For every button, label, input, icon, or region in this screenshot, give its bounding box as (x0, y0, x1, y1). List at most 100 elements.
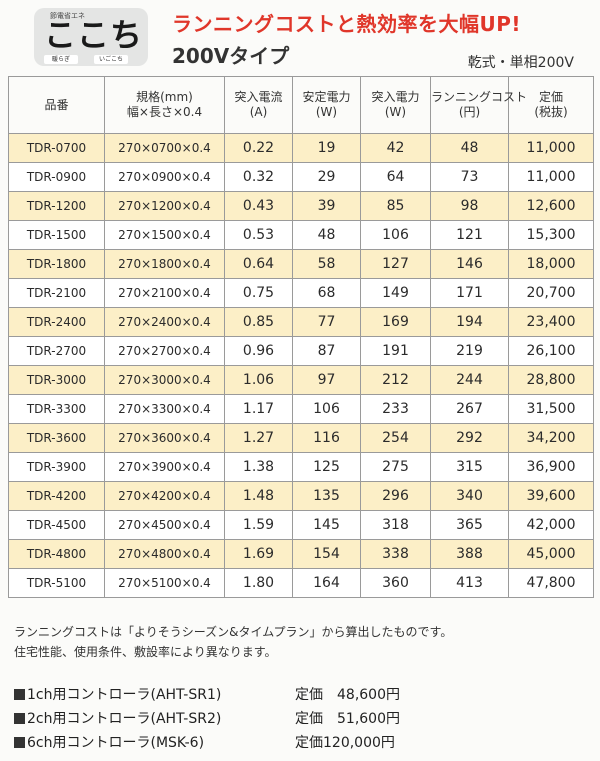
table-row: TDR-1800 270×1800×0.4 0.64 58 127 146 18,000 (8, 249, 594, 279)
table-cell: 1.27 (224, 423, 293, 453)
table-cell: 154 (292, 539, 361, 569)
table-cell: 106 (292, 394, 361, 424)
table-cell: 219 (430, 336, 509, 366)
table-cell: 270×1200×0.4 (104, 191, 225, 221)
square-bullet-icon (14, 713, 25, 724)
table-cell: 26,100 (508, 336, 594, 366)
price-table: 品番 規格(mm) 幅×長さ×0.4 突入電流 (A) 安定電力 (W) 突入電力 (W) ランニ… (8, 76, 594, 598)
table-body: TDR-0700 270×0700×0.4 0.22 19 42 48 11,000 TDR-… (8, 133, 594, 598)
table-cell: 233 (360, 394, 431, 424)
subhead: 200Vタイプ (172, 44, 290, 68)
table-cell: 270×0700×0.4 (104, 133, 225, 163)
product-code-cell: TDR-3000 (8, 365, 105, 395)
product-code-cell: TDR-5100 (8, 568, 105, 598)
controller-price: 定価120,000円 (295, 735, 395, 751)
product-code-cell: TDR-2400 (8, 307, 105, 337)
spec-label: 乾式・単相200V (467, 55, 574, 71)
table-cell: 149 (360, 278, 431, 308)
table-cell: 64 (360, 162, 431, 192)
table-cell: 292 (430, 423, 509, 453)
table-cell: 145 (292, 510, 361, 540)
table-cell: 11,000 (508, 133, 594, 163)
table-cell: 315 (430, 452, 509, 482)
column-header: 品番 (8, 76, 105, 134)
note-line: ランニングコストは「よりそうシーズン&タイムプラン」から算出したものです。 (14, 625, 453, 639)
table-cell: 1.69 (224, 539, 293, 569)
column-header-line: (A) (249, 105, 268, 119)
table-row: TDR-4800 270×4800×0.4 1.69 154 338 388 45,000 (8, 539, 594, 569)
table-cell: 0.32 (224, 162, 293, 192)
table-cell: 18,000 (508, 249, 594, 279)
table-cell: 36,900 (508, 452, 594, 482)
table-row: TDR-1500 270×1500×0.4 0.53 48 106 121 15,300 (8, 220, 594, 250)
table-cell: 267 (430, 394, 509, 424)
table-header-row: 品番 規格(mm) 幅×長さ×0.4 突入電流 (A) 安定電力 (W) 突入電力 (W) ランニ… (8, 76, 594, 134)
product-code-cell: TDR-4500 (8, 510, 105, 540)
table-row: TDR-4200 270×4200×0.4 1.48 135 296 340 39,600 (8, 481, 594, 511)
table-cell: 68 (292, 278, 361, 308)
table-cell: 0.43 (224, 191, 293, 221)
column-header: ランニングコスト (円) (430, 76, 527, 134)
table-cell: 15,300 (508, 220, 594, 250)
column-header-line: 規格(mm) (136, 90, 193, 104)
product-code-cell: TDR-4800 (8, 539, 105, 569)
table-cell: 1.06 (224, 365, 293, 395)
table-cell: 388 (430, 539, 509, 569)
column-header: 安定電力 (W) (292, 76, 361, 134)
controller-name: 6ch用コントローラ(MSK-6) (27, 735, 205, 751)
column-header-line: 品番 (44, 97, 69, 112)
table-cell: 28,800 (508, 365, 594, 395)
table-cell: 270×5100×0.4 (104, 568, 225, 598)
table-cell: 42 (360, 133, 431, 163)
table-cell: 270×0900×0.4 (104, 162, 225, 192)
table-cell: 87 (292, 336, 361, 366)
table-cell: 164 (292, 568, 361, 598)
table-cell: 270×1800×0.4 (104, 249, 225, 279)
table-cell: 48 (430, 133, 509, 163)
column-header-line: 定価 (538, 90, 563, 104)
square-bullet-icon (14, 689, 25, 700)
table-cell: 97 (292, 365, 361, 395)
controller-name: 2ch用コントローラ(AHT-SR2) (27, 711, 222, 727)
table-cell: 29 (292, 162, 361, 192)
table-cell: 296 (360, 481, 431, 511)
product-code-cell: TDR-1800 (8, 249, 105, 279)
table-cell: 1.48 (224, 481, 293, 511)
logo-main-text: ここち (44, 16, 144, 54)
headline: ランニングコストと熱効率を大幅UP! (172, 12, 522, 36)
product-code-cell: TDR-3300 (8, 394, 105, 424)
table-row: TDR-3900 270×3900×0.4 1.38 125 275 315 36,900 (8, 452, 594, 482)
table-cell: 20,700 (508, 278, 594, 308)
column-header-line: (W) (384, 105, 407, 119)
controller-item: 1ch用コントローラ(AHT-SR1) 定価 48,600円 (14, 683, 400, 707)
table-cell: 275 (360, 452, 431, 482)
table-row: TDR-5100 270×5100×0.4 1.80 164 360 413 47,800 (8, 568, 594, 598)
table-cell: 1.38 (224, 452, 293, 482)
notes: ランニングコストは「よりそうシーズン&タイムプラン」から算出したものです。 住宅… (14, 622, 452, 662)
product-code-cell: TDR-3600 (8, 423, 105, 453)
table-cell: 270×3000×0.4 (104, 365, 225, 395)
table-cell: 125 (292, 452, 361, 482)
table-cell: 135 (292, 481, 361, 511)
controller-item: 6ch用コントローラ(MSK-6) 定価120,000円 (14, 731, 400, 755)
table-cell: 12,600 (508, 191, 594, 221)
controller-name: 1ch用コントローラ(AHT-SR1) (27, 687, 222, 703)
table-cell: 19 (292, 133, 361, 163)
table-row: TDR-0900 270×0900×0.4 0.32 29 64 73 11,000 (8, 162, 594, 192)
table-row: TDR-0700 270×0700×0.4 0.22 19 42 48 11,000 (8, 133, 594, 163)
table-cell: 338 (360, 539, 431, 569)
product-code-cell: TDR-2100 (8, 278, 105, 308)
table-cell: 0.64 (224, 249, 293, 279)
product-code-cell: TDR-0900 (8, 162, 105, 192)
logo-top-text: 節電省エネ (50, 12, 85, 20)
table-cell: 45,000 (508, 539, 594, 569)
table-cell: 270×3900×0.4 (104, 452, 225, 482)
table-cell: 270×3600×0.4 (104, 423, 225, 453)
table-cell: 270×4800×0.4 (104, 539, 225, 569)
table-cell: 270×4500×0.4 (104, 510, 225, 540)
product-code-cell: TDR-4200 (8, 481, 105, 511)
note-line: 住宅性能、使用条件、敷設率により異なります。 (14, 645, 277, 659)
table-cell: 85 (360, 191, 431, 221)
table-row: TDR-2700 270×2700×0.4 0.96 87 191 219 26,100 (8, 336, 594, 366)
product-code-cell: TDR-1200 (8, 191, 105, 221)
